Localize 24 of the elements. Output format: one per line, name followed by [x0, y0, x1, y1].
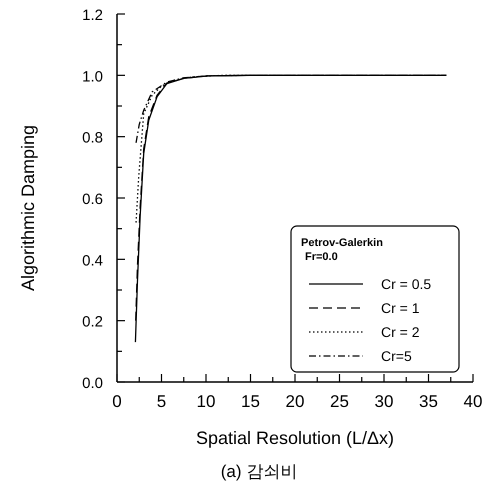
- legend-label: Cr=5: [381, 348, 412, 364]
- x-tick-label: 0: [112, 392, 122, 411]
- x-tick-label: 35: [419, 392, 438, 411]
- y-tick-label: 0.6: [82, 191, 103, 208]
- x-tick-label: 40: [464, 392, 482, 411]
- y-tick-label: 0.0: [82, 375, 103, 392]
- x-tick-label: 5: [156, 392, 166, 411]
- x-tick-label: 25: [330, 392, 349, 411]
- y-tick-label: 1.0: [82, 68, 103, 86]
- x-tick-label: 30: [374, 392, 394, 411]
- legend-title: Petrov-Galerkin Fr=0.0: [301, 237, 384, 263]
- x-tick-label: 20: [286, 392, 304, 411]
- legend-label: Cr = 0.5: [381, 276, 432, 292]
- legend-label: Cr = 1: [381, 300, 420, 316]
- y-tick-label: 0.4: [82, 252, 103, 270]
- y-axis-title: Algorithmic Damping: [18, 124, 38, 292]
- y-tick-label: 0.2: [82, 314, 103, 331]
- text: (a) 감쇠비: [220, 462, 298, 481]
- legend-label: Cr = 2: [381, 324, 420, 340]
- y-tick-label: 0.8: [82, 130, 103, 147]
- x-axis-title: Spatial Resolution (L/Δx): [196, 428, 394, 448]
- x-tick-label: 15: [241, 392, 260, 411]
- y-tick-label: 1.2: [82, 7, 103, 24]
- x-tick-label: 10: [196, 392, 216, 411]
